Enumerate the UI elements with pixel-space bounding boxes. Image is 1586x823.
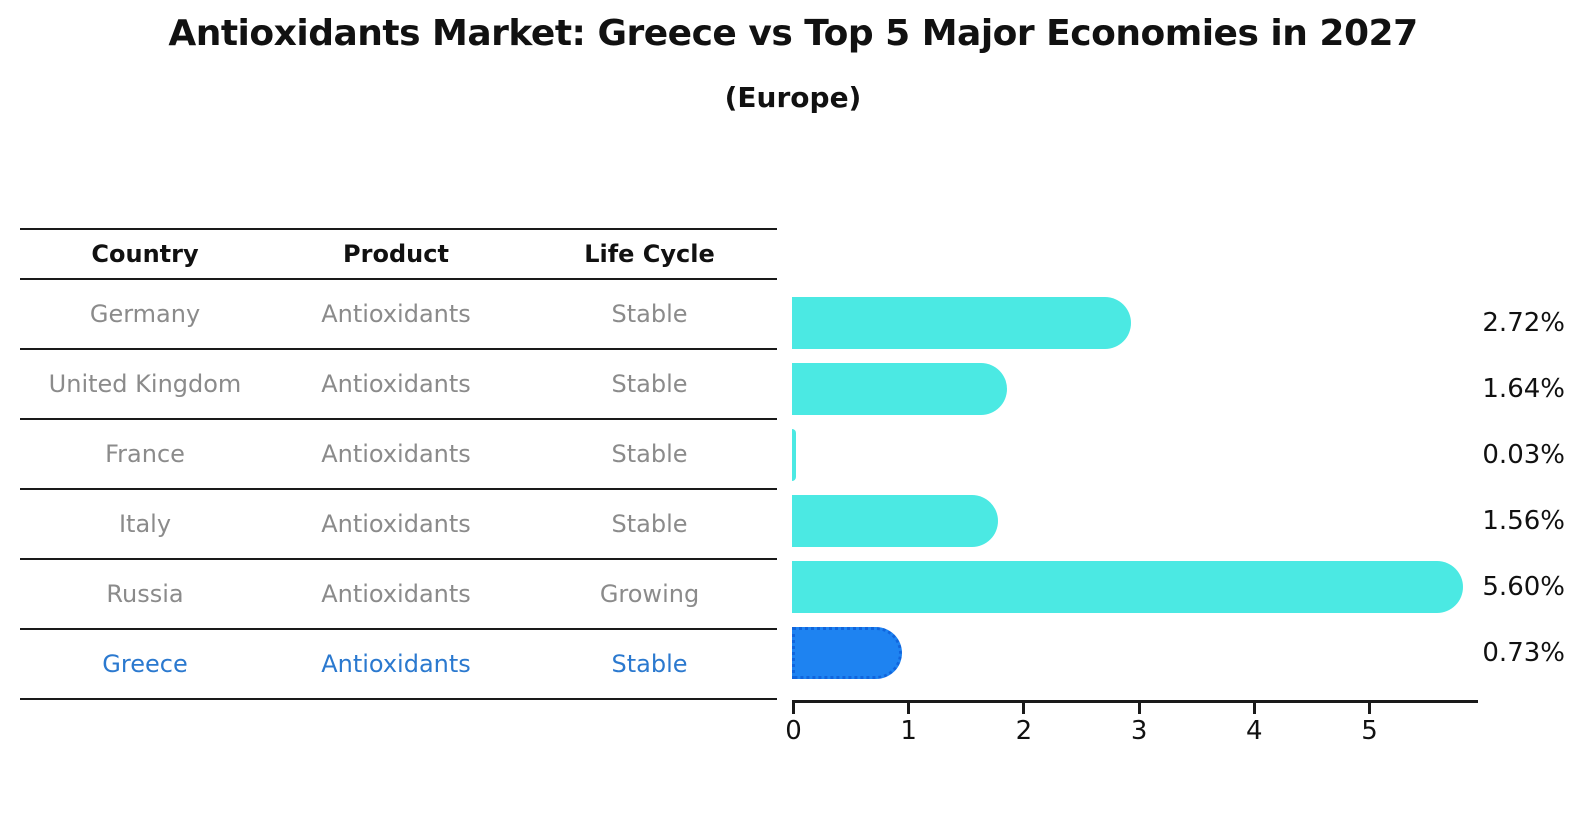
bar-italy: [792, 495, 998, 547]
product-cell: Antioxidants: [321, 370, 471, 398]
product-cell: Antioxidants: [321, 650, 471, 678]
life-cycle-cell: Stable: [611, 440, 688, 468]
bar-germany: [792, 297, 1131, 349]
product-cell: Antioxidants: [321, 580, 471, 608]
chart-subtitle: (Europe): [724, 81, 862, 114]
country-cell: United Kingdom: [48, 370, 242, 398]
bar-france: [792, 429, 796, 481]
axis-tick-label-5: 5: [1361, 716, 1378, 746]
value-label-russia: 5.60%: [1482, 572, 1565, 602]
table-row-italy: Italy Antioxidants Stable: [20, 490, 777, 560]
life-cycle-cell: Stable: [611, 650, 688, 678]
country-table: Country Product Life Cycle Germany Antioxid…: [20, 228, 777, 700]
bar-russia: [792, 561, 1463, 613]
column-header-product: Product: [343, 240, 449, 268]
table-row-france: France Antioxidants Stable: [20, 420, 777, 490]
country-cell: France: [105, 440, 185, 468]
axis-tick-label-3: 3: [1130, 716, 1148, 746]
life-cycle-cell: Stable: [611, 370, 688, 398]
product-cell: Antioxidants: [321, 510, 471, 538]
axis-tick-5: [1368, 703, 1371, 714]
product-cell: Antioxidants: [321, 440, 471, 468]
product-cell: Antioxidants: [321, 300, 471, 328]
bar-united-kingdom: [792, 363, 1007, 415]
value-label-france: 0.03%: [1482, 440, 1565, 470]
axis-tick-3: [1137, 703, 1141, 714]
table-header-row: Country Product Life Cycle: [20, 228, 777, 280]
table-row-greece: Greece Antioxidants Stable: [20, 630, 777, 700]
axis-tick-label-1: 1: [900, 716, 917, 746]
country-cell: Italy: [118, 510, 172, 538]
table-body: Germany Antioxidants Stable United Kingdom A…: [20, 280, 777, 700]
table-row-united-kingdom: United Kingdom Antioxidants Stable: [20, 350, 777, 420]
axis-tick-label-4: 4: [1246, 716, 1263, 746]
chart-title: Antioxidants Market: Greece vs Top 5 Maj…: [168, 13, 1418, 54]
axis-tick-1: [907, 703, 911, 714]
country-cell: Germany: [89, 300, 201, 328]
bar-greece: [792, 627, 902, 679]
axis-tick-2: [1022, 703, 1026, 714]
axis-tick-label-0: 0: [785, 716, 802, 746]
life-cycle-cell: Stable: [611, 510, 688, 538]
column-header-life-cycle: Life Cycle: [584, 240, 715, 268]
country-cell: Greece: [102, 650, 188, 678]
axis-tick-0: [792, 703, 795, 714]
country-cell: Russia: [106, 580, 184, 608]
axis-tick-4: [1252, 703, 1256, 714]
x-axis-line: [792, 700, 1478, 703]
value-label-united-kingdom: 1.64%: [1482, 374, 1565, 404]
column-header-country: Country: [91, 240, 199, 268]
life-cycle-cell: Stable: [611, 300, 688, 328]
value-label-germany: 2.72%: [1482, 308, 1565, 338]
axis-tick-label-2: 2: [1015, 716, 1033, 746]
life-cycle-cell: Growing: [599, 580, 700, 608]
value-label-greece: 0.73%: [1482, 638, 1565, 668]
table-row-russia: Russia Antioxidants Growing: [20, 560, 777, 630]
value-label-italy: 1.56%: [1482, 506, 1565, 536]
table-row-germany: Germany Antioxidants Stable: [20, 280, 777, 350]
